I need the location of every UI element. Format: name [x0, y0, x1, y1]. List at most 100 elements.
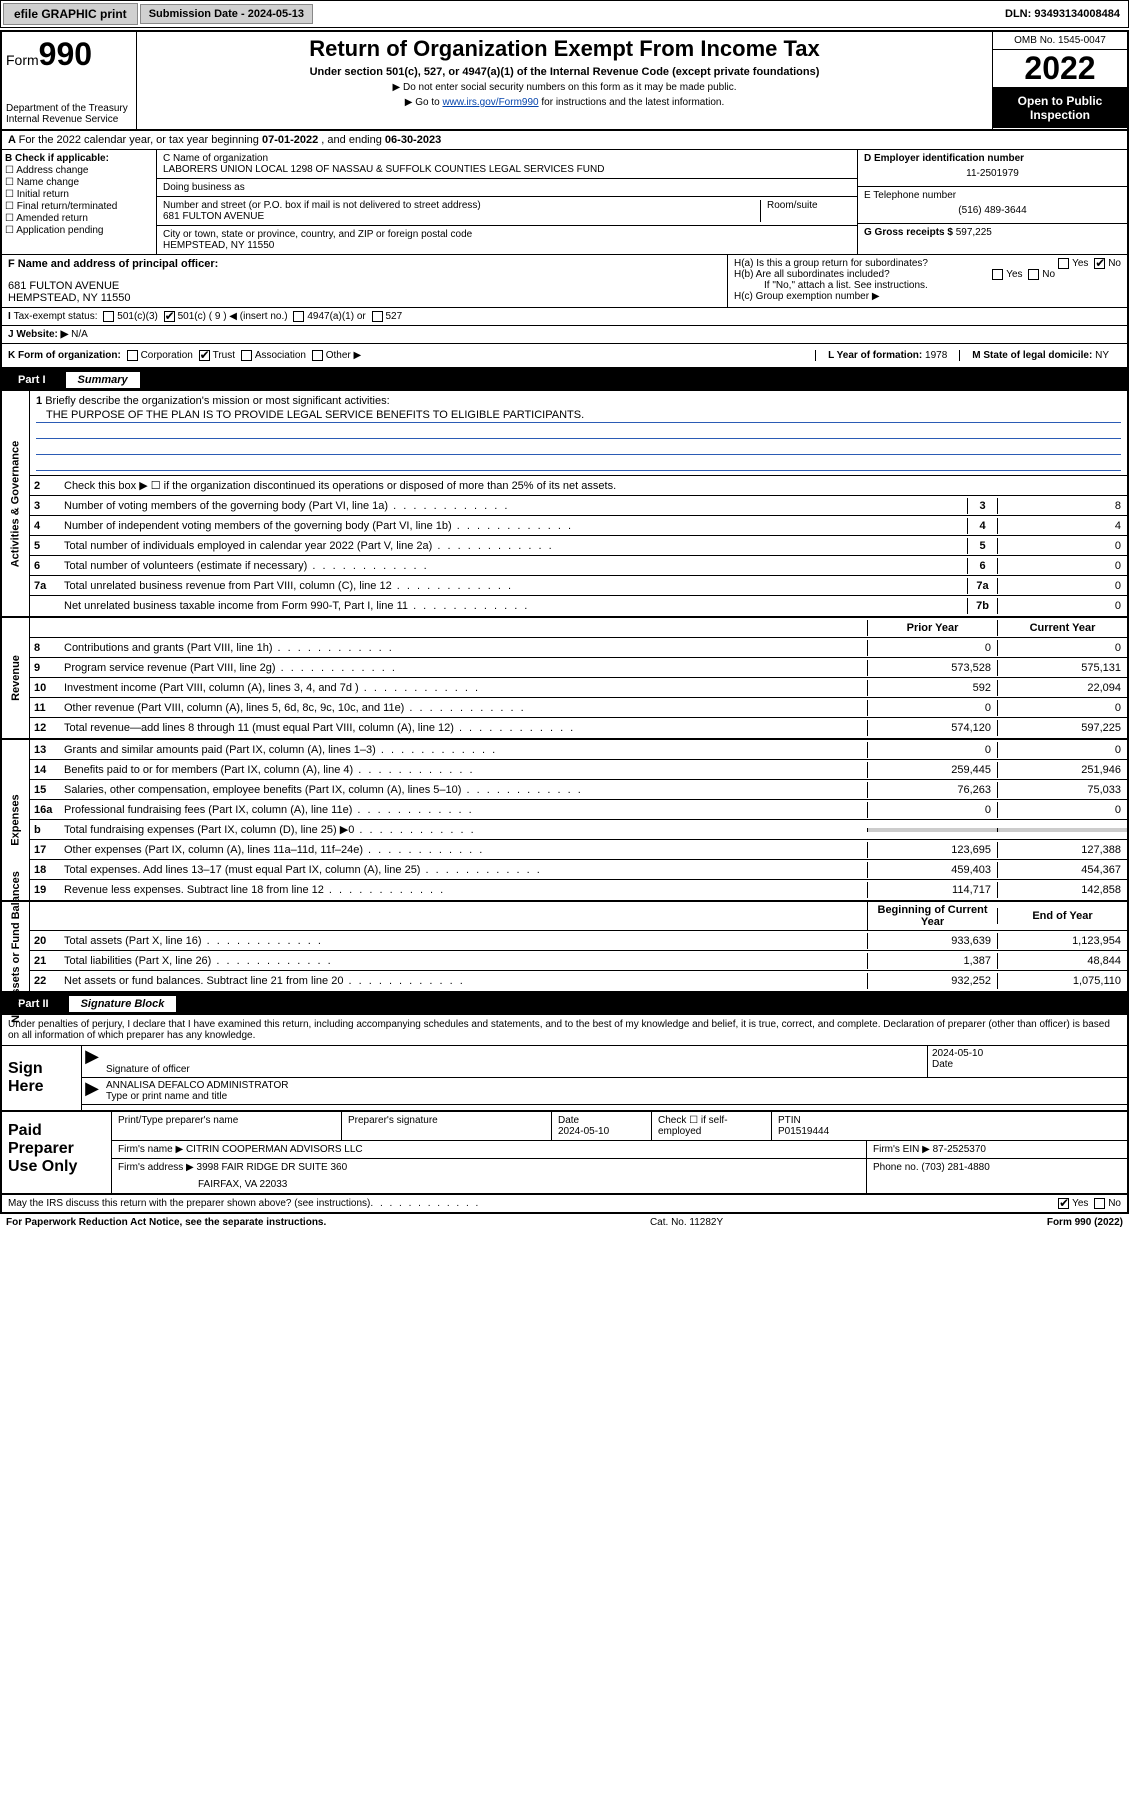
ha-yes[interactable]	[1058, 258, 1069, 269]
hb-no[interactable]	[1028, 269, 1039, 280]
page-footer: For Paperwork Reduction Act Notice, see …	[0, 1214, 1129, 1231]
note-link: ▶ Go to www.irs.gov/Form990 for instruct…	[141, 97, 988, 108]
ein-label: D Employer identification number	[864, 153, 1024, 164]
i-501c3[interactable]	[103, 311, 114, 322]
may-yes[interactable]	[1058, 1198, 1069, 1209]
i-4947[interactable]	[293, 311, 304, 322]
ha-no[interactable]	[1094, 258, 1105, 269]
mission-text: THE PURPOSE OF THE PLAN IS TO PROVIDE LE…	[36, 409, 1121, 423]
table-row: 10Investment income (Part VIII, column (…	[30, 678, 1127, 698]
table-row: 18Total expenses. Add lines 13–17 (must …	[30, 860, 1127, 880]
chk-initial: ☐ Initial return	[5, 189, 153, 200]
submission-date-box: Submission Date - 2024-05-13	[140, 4, 313, 24]
col-b-checkboxes: B Check if applicable: ☐ Address change …	[2, 150, 157, 254]
sign-here-label: Sign Here	[2, 1046, 82, 1110]
prep-selfemp: Check ☐ if self-employed	[652, 1112, 772, 1140]
arrow-icon: ▶	[82, 1078, 102, 1104]
col-c-orginfo: C Name of organization LABORERS UNION LO…	[157, 150, 857, 254]
net-header: Beginning of Current YearEnd of Year	[30, 902, 1127, 931]
part1-header: Part I Summary	[2, 369, 1127, 391]
k-other[interactable]	[312, 350, 323, 361]
header-center: Return of Organization Exempt From Incom…	[137, 32, 992, 129]
tax-year: 2022	[993, 50, 1127, 88]
arrow-icon: ▶	[82, 1046, 102, 1077]
sig-date-val: 2024-05-10	[932, 1048, 983, 1059]
table-row: 17Other expenses (Part IX, column (A), l…	[30, 840, 1127, 860]
rev-header: Prior YearCurrent Year	[30, 618, 1127, 638]
org-name-label: C Name of organization	[163, 153, 851, 164]
expenses-block: Expenses 13Grants and similar amounts pa…	[2, 740, 1127, 902]
row-j-website: J Website: ▶ N/A	[2, 326, 1127, 344]
note-ssn: ▶ Do not enter social security numbers o…	[141, 82, 988, 93]
form-title: Return of Organization Exempt From Incom…	[141, 36, 988, 62]
header-right: OMB No. 1545-0047 2022 Open to Public In…	[992, 32, 1127, 129]
paid-preparer-block: Paid Preparer Use Only Print/Type prepar…	[2, 1110, 1127, 1195]
k-assoc[interactable]	[241, 350, 252, 361]
revenue-block: Revenue Prior YearCurrent Year 8Contribu…	[2, 618, 1127, 740]
table-row: 7aTotal unrelated business revenue from …	[30, 576, 1127, 596]
form-header: Form990 Department of the Treasury Inter…	[2, 32, 1127, 131]
table-row: 9Program service revenue (Part VIII, lin…	[30, 658, 1127, 678]
form-ref: Form 990 (2022)	[1047, 1217, 1123, 1228]
table-row: bTotal fundraising expenses (Part IX, co…	[30, 820, 1127, 840]
table-row: 8Contributions and grants (Part VIII, li…	[30, 638, 1127, 658]
chk-amended: ☐ Amended return	[5, 213, 153, 224]
street-value: 681 FULTON AVENUE	[163, 211, 754, 222]
dln-label: DLN: 93493134008484	[997, 4, 1128, 24]
part2-header: Part II Signature Block	[2, 993, 1127, 1015]
netassets-block: Net Assets or Fund Balances Beginning of…	[2, 902, 1127, 993]
chk-final: ☐ Final return/terminated	[5, 201, 153, 212]
firm-ein: 87-2525370	[933, 1144, 986, 1155]
table-row: 4Number of independent voting members of…	[30, 516, 1127, 536]
room-label: Room/suite	[761, 200, 851, 222]
dba-label: Doing business as	[163, 182, 851, 193]
table-row: 12Total revenue—add lines 8 through 11 (…	[30, 718, 1127, 738]
table-row: 21Total liabilities (Part X, line 26)1,3…	[30, 951, 1127, 971]
ein-value: 11-2501979	[864, 164, 1121, 183]
header-left: Form990 Department of the Treasury Inter…	[2, 32, 137, 129]
chk-address: ☐ Address change	[5, 165, 153, 176]
table-row: 16aProfessional fundraising fees (Part I…	[30, 800, 1127, 820]
prep-date: 2024-05-10	[558, 1126, 609, 1137]
table-row: 13Grants and similar amounts paid (Part …	[30, 740, 1127, 760]
dept-label: Department of the Treasury	[6, 103, 132, 114]
sign-here-block: Sign Here ▶ Signature of officer 2024-05…	[2, 1045, 1127, 1110]
k-corp[interactable]	[127, 350, 138, 361]
street-label: Number and street (or P.O. box if mail i…	[163, 200, 754, 211]
k-trust[interactable]	[199, 350, 210, 361]
vlabel-governance: Activities & Governance	[2, 391, 30, 616]
paperwork-notice: For Paperwork Reduction Act Notice, see …	[6, 1217, 326, 1228]
i-527[interactable]	[372, 311, 383, 322]
cat-no: Cat. No. 11282Y	[326, 1217, 1047, 1228]
hb-yes[interactable]	[992, 269, 1003, 280]
efile-print-button[interactable]: efile GRAPHIC print	[3, 3, 138, 25]
signature-declaration: Under penalties of perjury, I declare th…	[2, 1015, 1127, 1045]
city-value: HEMPSTEAD, NY 11550	[163, 240, 851, 251]
table-row: 11Other revenue (Part VIII, column (A), …	[30, 698, 1127, 718]
hc-exemption: H(c) Group exemption number ▶	[734, 291, 1121, 302]
table-row: 5Total number of individuals employed in…	[30, 536, 1127, 556]
ptin-val: P01519444	[778, 1126, 829, 1137]
may-no[interactable]	[1094, 1198, 1105, 1209]
row-fh: F Name and address of principal officer:…	[2, 255, 1127, 308]
may-discuss-row: May the IRS discuss this return with the…	[2, 1195, 1127, 1212]
i-501c[interactable]	[164, 311, 175, 322]
table-row: 14Benefits paid to or for members (Part …	[30, 760, 1127, 780]
section-bcde: B Check if applicable: ☐ Address change …	[2, 150, 1127, 255]
table-row: Net unrelated business taxable income fr…	[30, 596, 1127, 616]
form-subtitle: Under section 501(c), 527, or 4947(a)(1)…	[141, 66, 988, 78]
chk-pending: ☐ Application pending	[5, 225, 153, 236]
table-row: 3Number of voting members of the governi…	[30, 496, 1127, 516]
gross-label: G Gross receipts $	[864, 227, 956, 238]
firm-addr: 3998 FAIR RIDGE DR SUITE 360	[197, 1162, 348, 1173]
org-name: LABORERS UNION LOCAL 1298 OF NASSAU & SU…	[163, 164, 851, 175]
h-group: H(a) Is this a group return for subordin…	[727, 255, 1127, 307]
col-de: D Employer identification number 11-2501…	[857, 150, 1127, 254]
form-frame: Form990 Department of the Treasury Inter…	[0, 30, 1129, 1214]
phone-label: E Telephone number	[864, 190, 1121, 201]
irs-link[interactable]: www.irs.gov/Form990	[442, 97, 538, 108]
sig-officer-label: Signature of officer	[106, 1064, 190, 1075]
table-row: 19Revenue less expenses. Subtract line 1…	[30, 880, 1127, 900]
chk-name: ☐ Name change	[5, 177, 153, 188]
prep-name-hdr: Print/Type preparer's name	[112, 1112, 342, 1140]
